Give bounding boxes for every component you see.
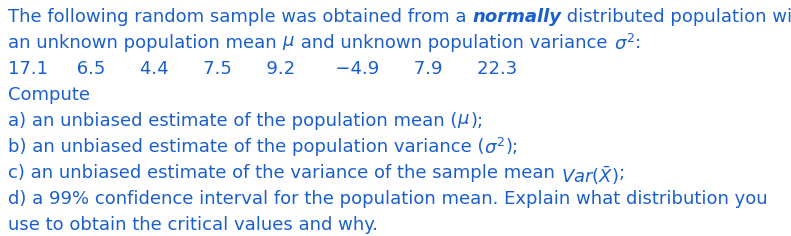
Text: $\sigma^2$: $\sigma^2$ (485, 138, 505, 158)
Text: The following random sample was obtained from a: The following random sample was obtained… (8, 8, 472, 26)
Text: an unknown population mean: an unknown population mean (8, 34, 282, 52)
Text: use to obtain the critical values and why.: use to obtain the critical values and wh… (8, 216, 378, 234)
Text: 17.1     6.5      4.4      7.5      9.2       −4.9      7.9      22.3: 17.1 6.5 4.4 7.5 9.2 −4.9 7.9 22.3 (8, 60, 517, 78)
Text: $\mathit{Var}(\bar{X})$: $\mathit{Var}(\bar{X})$ (561, 164, 619, 187)
Text: a) an unbiased estimate of the population mean (: a) an unbiased estimate of the populatio… (8, 112, 457, 130)
Text: ;: ; (619, 164, 624, 182)
Text: );: ); (471, 112, 483, 130)
Text: normally: normally (472, 8, 562, 26)
Text: d) a 99% confidence interval for the population mean. Explain what distribution : d) a 99% confidence interval for the pop… (8, 190, 767, 208)
Text: $\mu$: $\mu$ (457, 112, 471, 130)
Text: $\sigma^2$: $\sigma^2$ (614, 34, 634, 54)
Text: distributed population with: distributed population with (562, 8, 791, 26)
Text: b) an unbiased estimate of the population variance (: b) an unbiased estimate of the populatio… (8, 138, 485, 156)
Text: );: ); (505, 138, 519, 156)
Text: Compute: Compute (8, 86, 90, 104)
Text: :: : (634, 34, 641, 52)
Text: and unknown population variance: and unknown population variance (295, 34, 614, 52)
Text: $\mu$: $\mu$ (282, 34, 295, 52)
Text: c) an unbiased estimate of the variance of the sample mean: c) an unbiased estimate of the variance … (8, 164, 561, 182)
